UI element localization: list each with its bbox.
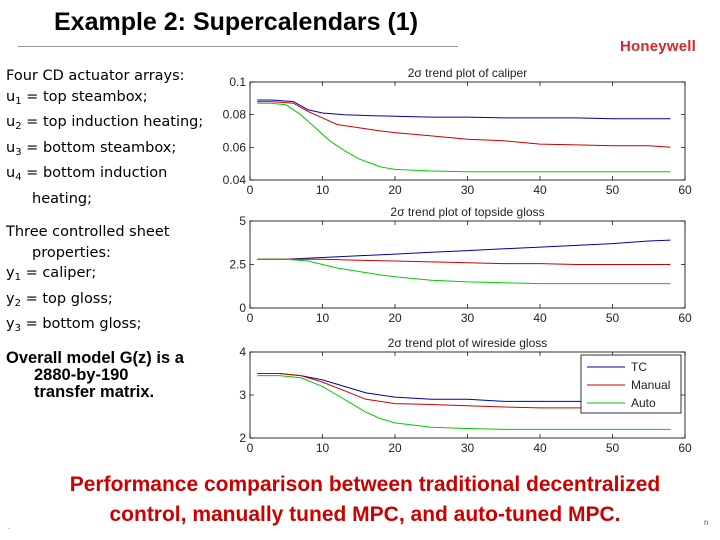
actuator-item: u2 = top induction heating; [6, 114, 204, 132]
legend-label-manual: Manual [631, 378, 670, 392]
x-tick-label: 0 [247, 441, 254, 455]
property-heading: Three controlled sheet [6, 224, 170, 240]
x-tick-label: 40 [533, 183, 547, 197]
x-tick-label: 0 [247, 183, 254, 197]
property-item: y2 = top gloss; [6, 290, 113, 309]
footer-mark: . [8, 522, 11, 531]
actuator-list: Four CD actuator arrays: u1 = top steamb… [6, 66, 203, 209]
honeywell-logo: Honeywell [620, 38, 696, 55]
series-line-manual [257, 101, 671, 148]
x-tick-label: 10 [316, 441, 330, 455]
plot-title: 2σ trend plot of caliper [408, 66, 527, 80]
x-tick-label: 20 [388, 441, 402, 455]
page-number: n [704, 518, 709, 527]
series-line-manual [257, 258, 671, 265]
plot-title: 2σ trend plot of wireside gloss [388, 336, 548, 350]
x-tick-label: 60 [678, 311, 692, 325]
y-tick-label: 2 [239, 431, 246, 445]
y-tick-label: 0.1 [229, 75, 246, 89]
y-tick-label: 3 [239, 388, 246, 402]
y-tick-label: 5 [239, 214, 246, 228]
legend-label-auto: Auto [631, 396, 656, 410]
plot-frame [249, 81, 686, 181]
actuator-heading: Four CD actuator arrays: [6, 68, 185, 84]
series-line-auto [257, 375, 671, 430]
x-tick-label: 20 [388, 311, 402, 325]
x-tick-label: 40 [533, 441, 547, 455]
x-tick-label: 0 [247, 311, 254, 325]
series-line-tc [257, 99, 671, 120]
x-tick-label: 20 [388, 183, 402, 197]
actuator-item: u4 = bottom induction [6, 165, 168, 183]
property-heading-cont: properties: [32, 244, 111, 261]
actuator-continuation: heating; [32, 190, 92, 207]
x-tick-label: 40 [533, 311, 547, 325]
model-line: Overall model G(z) is a [6, 349, 184, 367]
model-note: Overall model G(z) is a 2880-by-190 tran… [6, 350, 184, 401]
legend-label-tc: TC [631, 360, 647, 374]
property-item: y1 = caliper; [6, 265, 97, 283]
plot-title: 2σ trend plot of topside gloss [390, 205, 544, 219]
x-tick-label: 30 [461, 441, 475, 455]
x-tick-label: 10 [316, 311, 330, 325]
actuator-item: u1 = top steambox; [6, 88, 148, 107]
x-tick-label: 50 [606, 311, 620, 325]
y-tick-label: 0.08 [223, 108, 247, 122]
x-tick-label: 50 [606, 441, 620, 455]
series-line-tc [257, 239, 671, 260]
series-line-auto [257, 258, 671, 285]
property-item: y3 = bottom gloss; [6, 316, 142, 334]
y-tick-label: 0 [239, 301, 246, 315]
y-tick-label: 4 [239, 345, 246, 359]
y-tick-label: 2.5 [229, 258, 246, 272]
caption-line-1: Performance comparison between tradition… [69, 473, 661, 496]
title-divider [18, 46, 458, 47]
y-tick-label: 0.04 [223, 173, 247, 187]
series-line-auto [257, 102, 671, 173]
model-line: 2880-by-190 [34, 366, 129, 384]
x-tick-label: 30 [461, 311, 475, 325]
bottom-caption: Performance comparison between tradition… [20, 470, 710, 530]
caption-line-2: control, manually tuned MPC, and auto-tu… [109, 503, 621, 526]
model-line: transfer matrix. [34, 383, 155, 401]
property-list: Three controlled sheet properties: y1 = … [6, 222, 169, 340]
slide-title: Example 2: Supercalendars (1) [54, 8, 419, 36]
actuator-item: u3 = bottom steambox; [6, 139, 177, 158]
x-tick-label: 60 [678, 183, 692, 197]
x-tick-label: 50 [606, 183, 620, 197]
x-tick-label: 10 [316, 183, 330, 197]
x-tick-label: 60 [678, 441, 692, 455]
y-tick-label: 0.06 [223, 140, 247, 154]
x-tick-label: 30 [461, 183, 475, 197]
